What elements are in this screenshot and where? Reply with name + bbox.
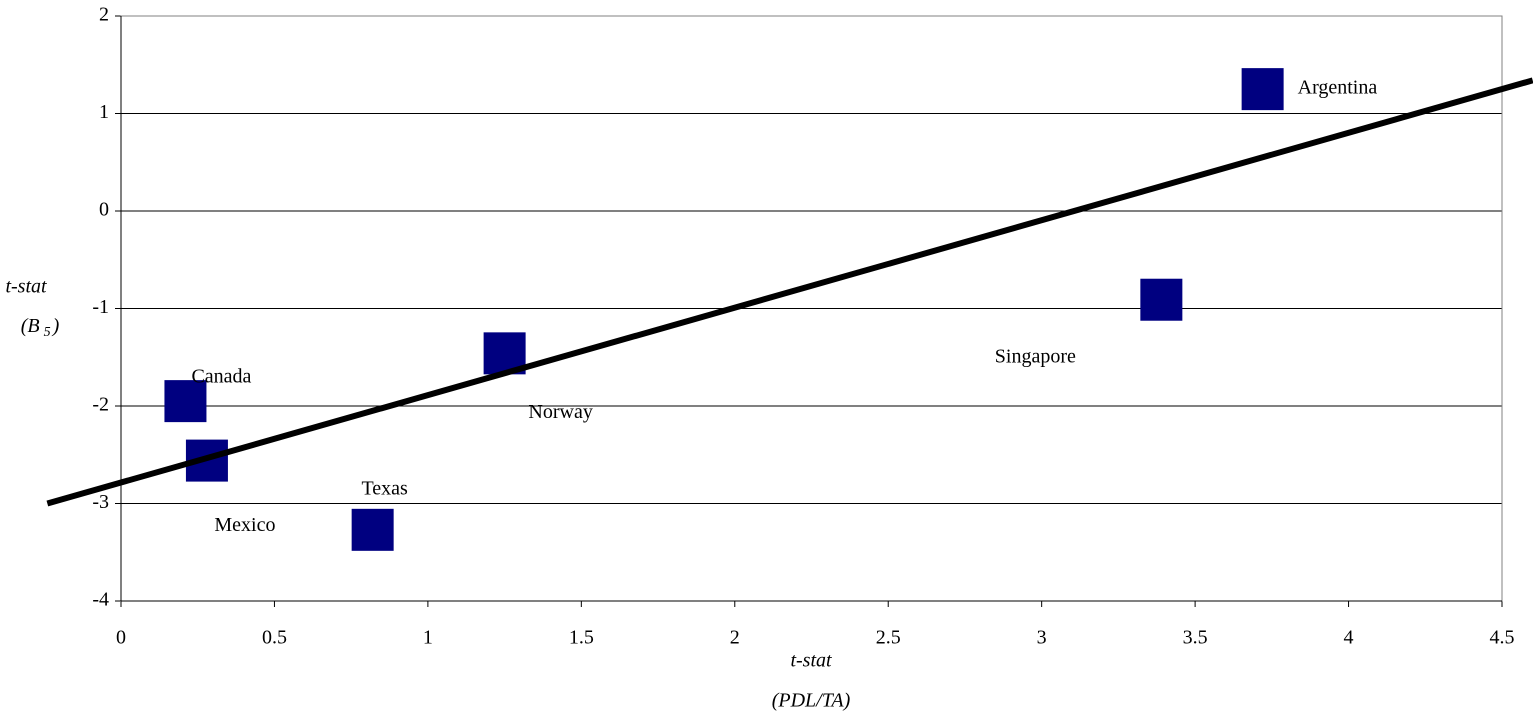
y-tick-label: -4	[92, 589, 109, 611]
y-axis-title: (B 5)	[21, 315, 60, 341]
y-tick-label: -3	[92, 491, 109, 513]
x-tick-label: 0	[116, 627, 126, 649]
marker	[164, 380, 207, 423]
point-label: Singapore	[995, 345, 1076, 367]
x-tick-label: 1	[423, 627, 433, 649]
point-label: Norway	[528, 401, 592, 423]
y-tick-label: 0	[99, 199, 109, 221]
y-axis-title-part: )	[52, 315, 60, 337]
y-tick-label: 2	[99, 4, 109, 26]
x-axis-title: (PDL/TA)	[772, 690, 851, 712]
marker	[351, 508, 394, 551]
marker	[1140, 278, 1183, 321]
x-tick-label: 2	[730, 627, 740, 649]
x-tick-label: 2.5	[876, 627, 901, 649]
y-axis-title: t-stat	[5, 276, 47, 298]
y-axis-title-part: (B	[21, 315, 40, 337]
x-axis-title: t-stat	[790, 650, 832, 672]
x-tick-label: 3	[1037, 627, 1047, 649]
point-label: Texas	[361, 477, 408, 499]
x-tick-label: 0.5	[262, 627, 287, 649]
point-label: Mexico	[214, 514, 275, 536]
point-label: Argentina	[1298, 77, 1378, 99]
x-tick-label: 1.5	[569, 627, 594, 649]
x-tick-label: 4.5	[1490, 627, 1515, 649]
x-tick-label: 3.5	[1183, 627, 1208, 649]
y-tick-label: 1	[99, 101, 109, 123]
marker	[1241, 68, 1284, 111]
y-tick-label: -2	[92, 394, 109, 416]
trendline	[46, 77, 1533, 507]
point-label: Canada	[191, 366, 251, 388]
y-axis-title-sub: 5	[44, 325, 51, 340]
x-tick-label: 4	[1344, 627, 1354, 649]
y-tick-label: -1	[92, 296, 109, 318]
